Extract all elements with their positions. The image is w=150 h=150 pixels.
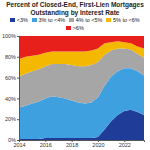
legend-swatch bbox=[69, 18, 74, 22]
y-tick: 60% bbox=[5, 75, 19, 81]
legend-label: 3% to <4% bbox=[38, 17, 65, 24]
legend-item: 5% to <6% bbox=[106, 17, 139, 24]
y-tick-mark bbox=[17, 57, 19, 58]
x-tick: 2016 bbox=[40, 140, 52, 148]
y-tick: 80% bbox=[5, 54, 19, 60]
legend-swatch bbox=[66, 26, 71, 30]
y-tick-label: 80% bbox=[5, 54, 16, 60]
legend-item: 4% to <5% bbox=[69, 17, 102, 24]
legend-swatch bbox=[10, 18, 15, 22]
x-axis: 2014 2016 2018 2020 2022 bbox=[13, 140, 144, 148]
y-tick: 100% bbox=[2, 33, 19, 39]
legend-label: >6% bbox=[73, 25, 84, 32]
x-tick-label: 2014 bbox=[13, 142, 25, 148]
legend-label: 4% to <5% bbox=[76, 17, 103, 24]
y-tick-label: 20% bbox=[5, 116, 16, 122]
legend-item: >6% bbox=[66, 25, 84, 32]
y-tick-mark bbox=[17, 98, 19, 99]
y-tick-mark bbox=[17, 78, 19, 79]
legend-swatch bbox=[106, 18, 111, 22]
x-tick-label: 2022 bbox=[119, 142, 131, 148]
areas bbox=[19, 36, 144, 140]
x-tick: 2018 bbox=[66, 140, 78, 148]
legend-label: <3% bbox=[17, 17, 28, 24]
y-tick: 20% bbox=[5, 116, 19, 122]
legend-swatch bbox=[32, 18, 37, 22]
chart-svg: 0%20%40%60%80%100%20142016201820202022 bbox=[0, 32, 150, 150]
y-axis: 0%20%40%60%80%100% bbox=[2, 33, 20, 143]
x-tick: 2020 bbox=[92, 140, 104, 148]
plot: 0%20%40%60%80%100%20142016201820202022 bbox=[2, 33, 145, 148]
x-tick: 2022 bbox=[119, 140, 131, 148]
y-tick: 40% bbox=[5, 96, 19, 102]
chart-title: Percent of Closed-End, First-Lien Mortga… bbox=[0, 0, 150, 16]
y-tick-mark bbox=[17, 119, 19, 120]
x-tick-label: 2020 bbox=[92, 142, 104, 148]
legend-item: 3% to <4% bbox=[32, 17, 65, 24]
area-series bbox=[19, 36, 144, 59]
legend-item: <3% bbox=[10, 17, 28, 24]
y-tick-label: 60% bbox=[5, 75, 16, 81]
x-tick-label: 2016 bbox=[40, 142, 52, 148]
y-tick-label: 100% bbox=[2, 33, 16, 39]
x-tick-label: 2018 bbox=[66, 142, 78, 148]
legend-label: 5% to <6% bbox=[113, 17, 140, 24]
y-tick-label: 40% bbox=[5, 96, 16, 102]
y-tick-mark bbox=[17, 140, 19, 141]
legend: <3% 3% to <4% 4% to <5% 5% to <6% >6% bbox=[0, 16, 150, 32]
y-axis-line bbox=[17, 37, 20, 141]
y-tick-mark bbox=[17, 36, 19, 37]
x-tick: 2014 bbox=[13, 140, 25, 148]
